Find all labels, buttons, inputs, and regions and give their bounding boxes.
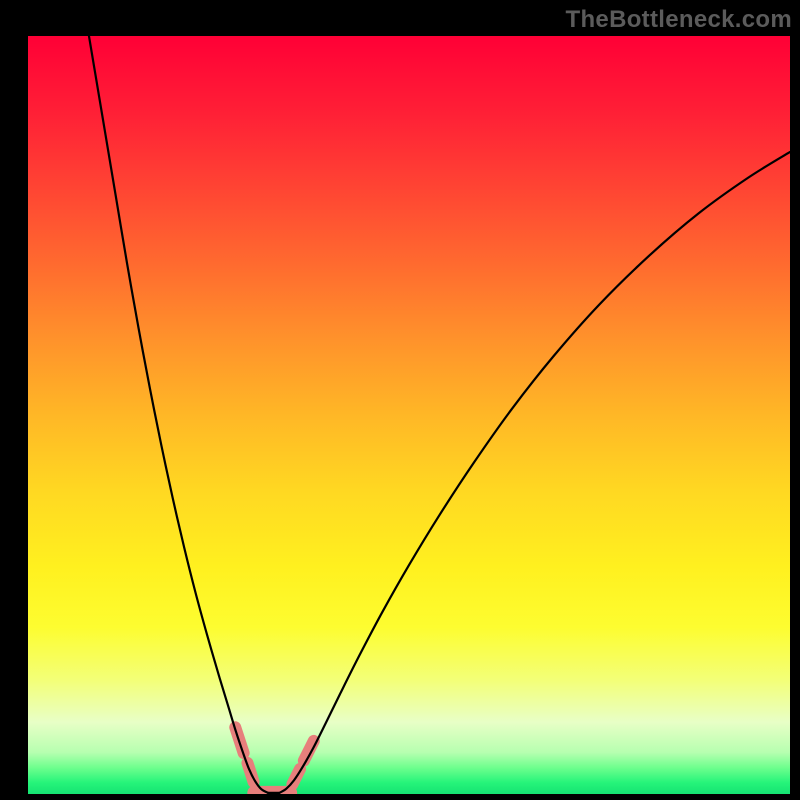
- plot-area: [28, 36, 790, 794]
- watermark-text: TheBottleneck.com: [566, 6, 792, 34]
- gradient-background: [28, 36, 790, 794]
- chart-svg: [28, 36, 790, 794]
